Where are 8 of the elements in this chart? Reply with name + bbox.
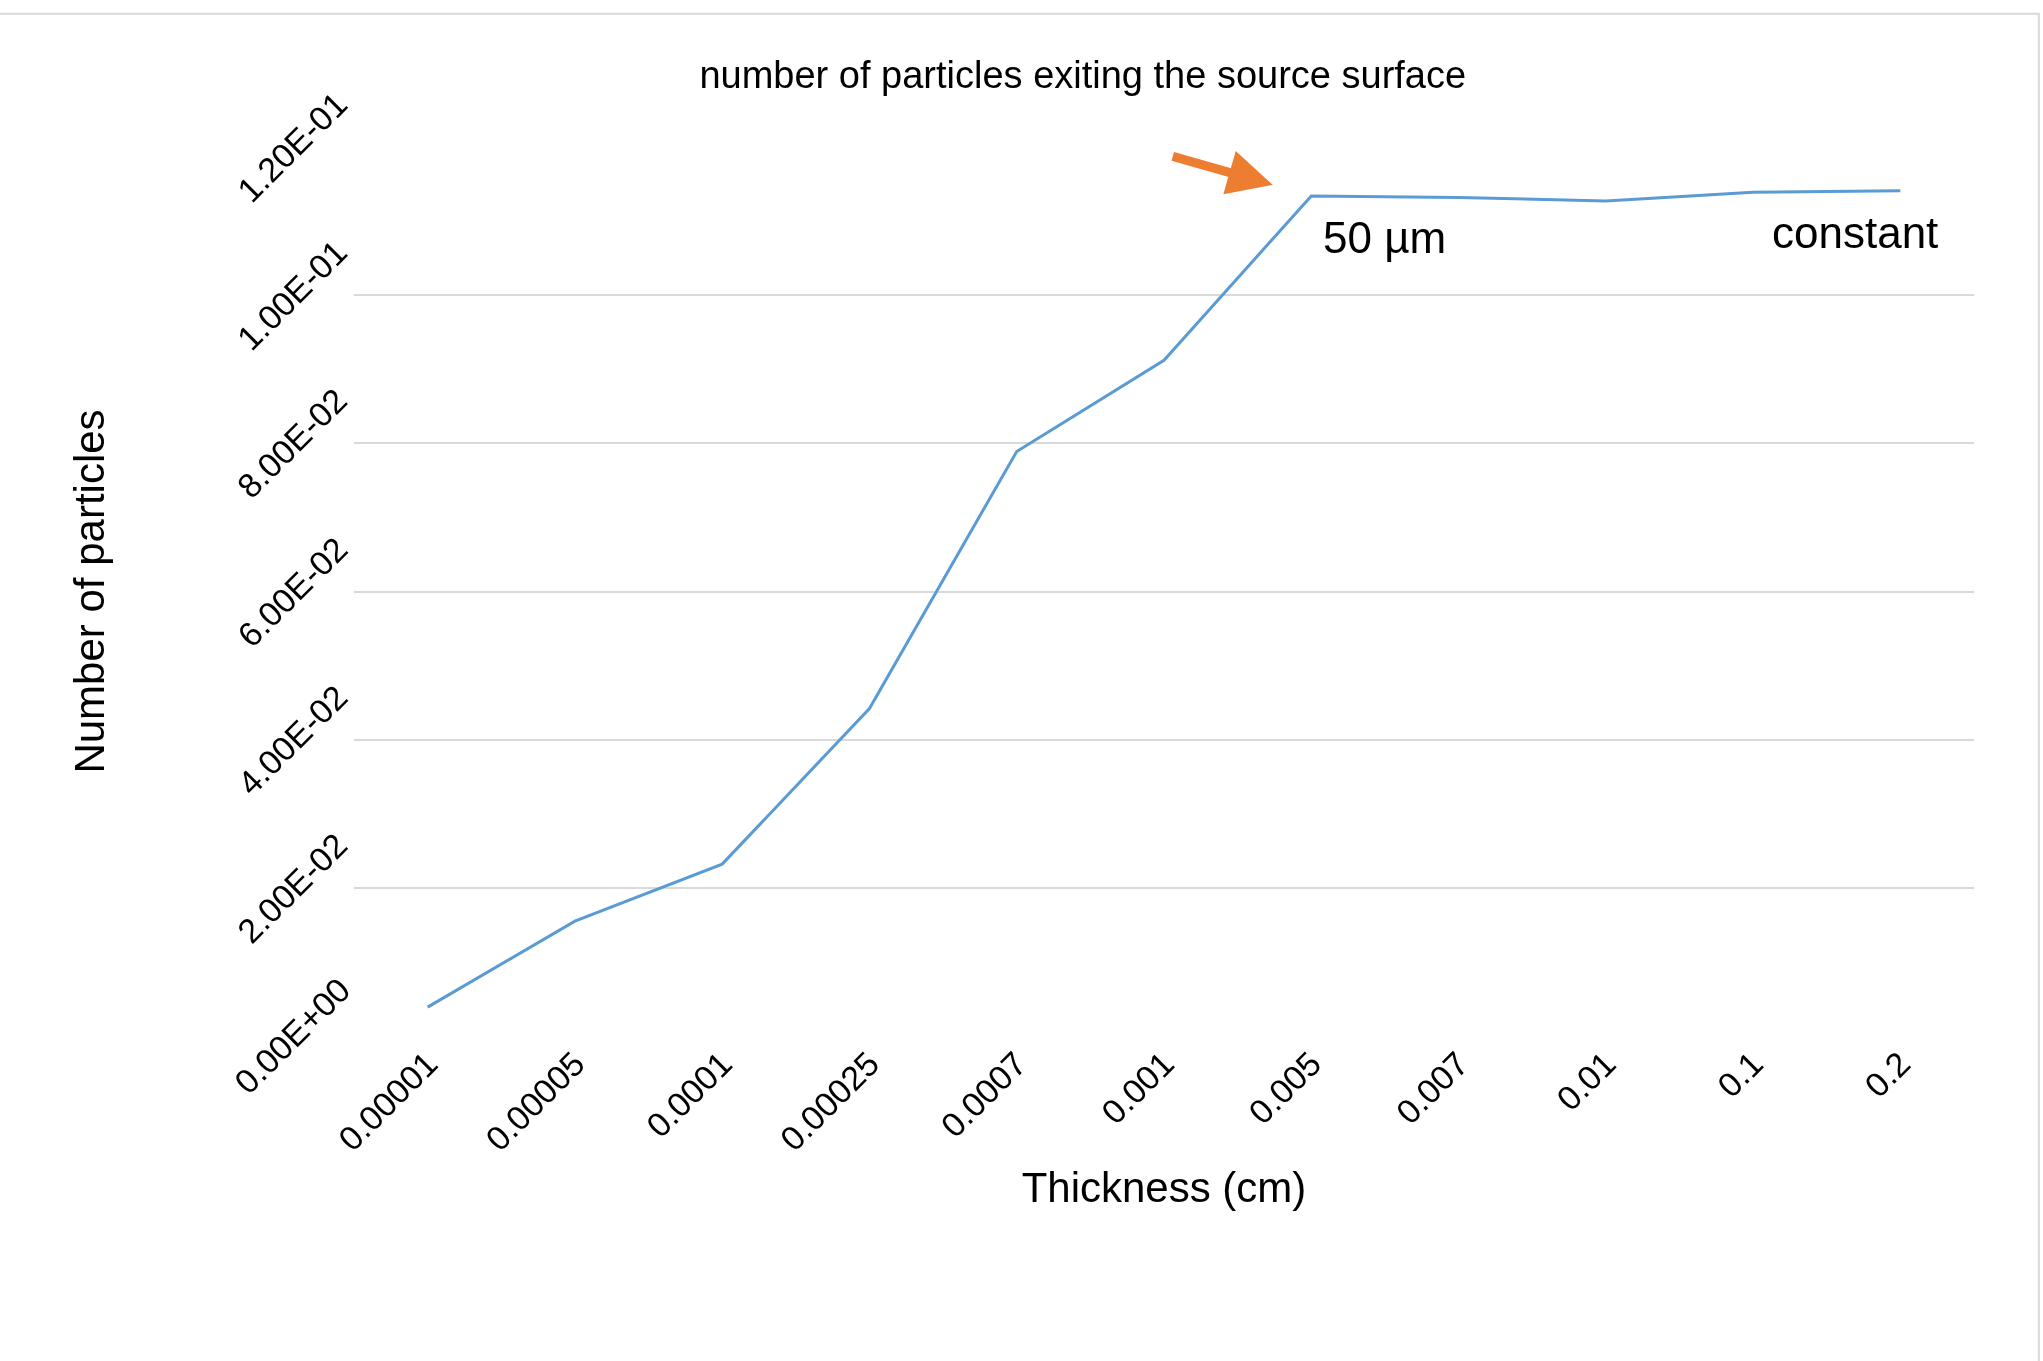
x-tick-label: 0.2	[1857, 1044, 1918, 1105]
x-tick-label: 0.01	[1549, 1044, 1623, 1118]
chart-title: number of particles exiting the source surface	[699, 54, 1467, 97]
annotation: 50 µm	[1323, 213, 1447, 262]
annotation: constant	[1772, 208, 1939, 257]
y-axis-title: Number of particles	[65, 409, 113, 774]
x-axis-title: Thickness (cm)	[1021, 1163, 1307, 1211]
x-tick-label: 0.1	[1709, 1044, 1771, 1105]
